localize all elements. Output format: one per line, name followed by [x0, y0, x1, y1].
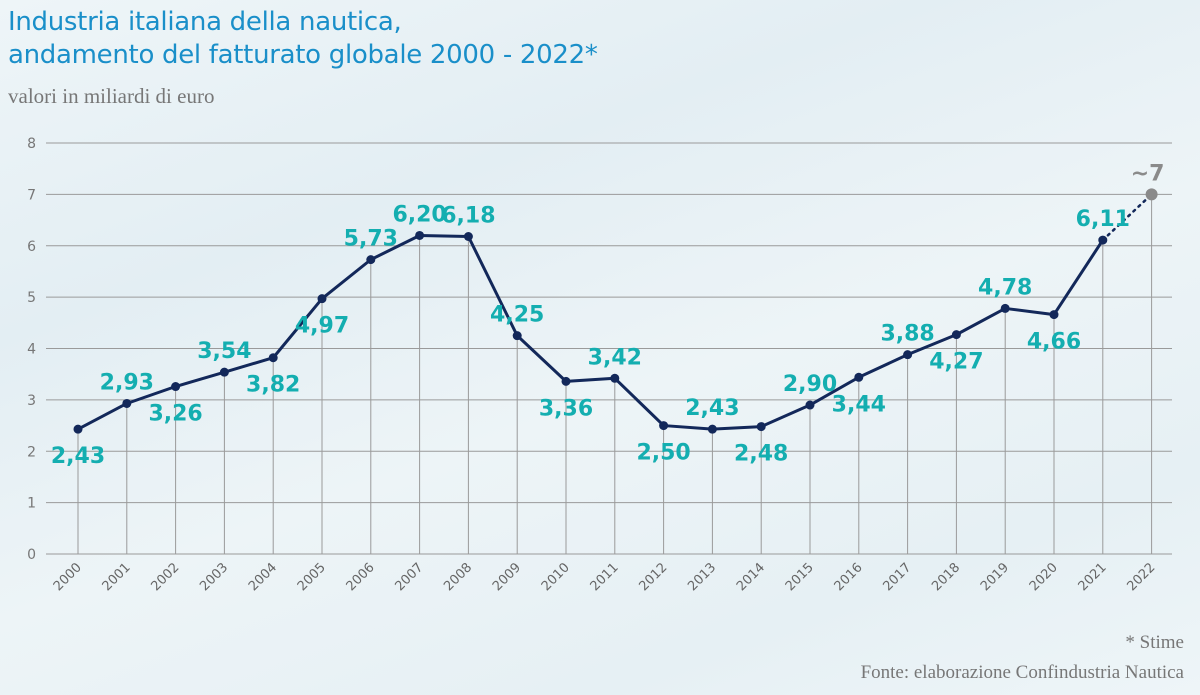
x-tick-label: 2015: [783, 560, 817, 594]
x-tick-label: 2017: [880, 560, 914, 594]
y-tick-label: 0: [27, 547, 36, 563]
x-tick-label: 2014: [734, 560, 768, 594]
data-label-2021: 6,11: [1076, 207, 1130, 232]
x-tick-label: 2010: [539, 560, 573, 594]
y-axis-tick-labels: 0 1 2 3 4 5 6 7 8: [27, 136, 36, 563]
data-labels: 2,43 2,93 3,26 3,54 3,82 4,97 5,736,206,18 4,25…: [51, 161, 1165, 469]
data-points: [73, 188, 1158, 434]
y-tick-label: 2: [27, 444, 36, 460]
x-tick-label: 2009: [490, 560, 524, 594]
x-tick-label: 2022: [1124, 560, 1158, 594]
data-label-2011: 3,42: [588, 345, 642, 370]
x-tick-label: 2021: [1076, 560, 1110, 594]
data-label-2003: 3,54: [197, 339, 251, 364]
x-tick-label: 2020: [1027, 560, 1061, 594]
x-tick-label: 2008: [441, 560, 475, 594]
x-tick-label: 2012: [636, 560, 670, 594]
y-tick-label: 8: [27, 136, 36, 152]
data-point-2008: [463, 232, 473, 242]
data-label-2007: 6,20: [392, 202, 446, 227]
y-tick-label: 4: [27, 342, 36, 358]
data-label-2002: 3,26: [148, 402, 202, 427]
x-tick-label: 2013: [685, 560, 719, 594]
data-label-2017: 3,88: [880, 322, 934, 347]
horizontal-gridlines: [46, 142, 1172, 555]
x-tick-label: 2003: [197, 560, 231, 594]
data-point-2017: [903, 350, 913, 360]
data-point-2016: [854, 372, 864, 382]
data-label-2014: 2,48: [734, 442, 788, 467]
data-point-2019: [1000, 303, 1010, 313]
x-tick-label: 2019: [978, 560, 1012, 594]
data-point-2005: [317, 294, 327, 304]
y-tick-label: 6: [27, 239, 36, 255]
data-point-2011: [610, 373, 620, 383]
data-point-2009: [512, 331, 522, 341]
source-note: Fonte: elaborazione Confindustria Nautic…: [860, 662, 1184, 683]
data-point-2018: [951, 330, 961, 340]
series-line: [77, 233, 1105, 431]
x-tick-label: 2005: [295, 560, 329, 594]
data-label-2000: 2,43: [51, 444, 105, 469]
data-point-2013: [707, 424, 717, 434]
data-point-2003: [219, 367, 229, 377]
data-point-2002: [171, 382, 181, 392]
data-point-2010: [561, 376, 571, 386]
data-point-2021: [1098, 235, 1108, 245]
x-tick-label: 2018: [929, 560, 963, 594]
data-label-2022: ~7: [1131, 161, 1165, 186]
x-tick-label: 2001: [100, 560, 134, 594]
data-point-2004: [268, 353, 278, 363]
x-tick-label: 2006: [344, 560, 378, 594]
vertical-gridlines: [77, 194, 1153, 554]
estimate-footnote: * Stime: [1125, 632, 1184, 653]
x-tick-label: 2000: [51, 560, 85, 594]
y-tick-label: 7: [27, 187, 36, 203]
data-label-2010: 3,36: [539, 396, 593, 421]
y-tick-label: 5: [27, 290, 36, 306]
x-axis-tick-labels: 2000 2001 2002 2003 2004 2005 2006 2007 2008 2009…: [51, 560, 1159, 594]
data-point-2006: [366, 255, 376, 265]
y-tick-label: 1: [27, 496, 36, 512]
data-point-2000: [73, 424, 83, 434]
data-label-2009: 4,25: [490, 303, 544, 328]
data-label-2008: 6,18: [441, 204, 495, 229]
data-point-2014: [756, 422, 766, 432]
data-label-2019: 4,78: [978, 275, 1032, 300]
data-point-2001: [122, 398, 132, 408]
data-label-2005: 4,97: [295, 314, 349, 339]
data-label-2020: 4,66: [1027, 330, 1081, 355]
x-tick-label: 2004: [246, 560, 280, 594]
chart-title: Industria italiana della nautica, andame…: [8, 6, 598, 72]
chart-title-line-1: Industria italiana della nautica,: [8, 7, 402, 37]
data-label-2012: 2,50: [636, 441, 690, 466]
data-point-2007: [415, 230, 425, 240]
data-point-2020: [1049, 310, 1059, 320]
data-label-2016: 3,44: [832, 392, 886, 417]
data-label-2004: 3,82: [246, 373, 300, 398]
series-lines: [77, 193, 1153, 431]
x-tick-label: 2016: [832, 560, 866, 594]
y-tick-label: 3: [27, 393, 36, 409]
estimate-dotted-line: [1101, 193, 1153, 242]
x-tick-label: 2011: [588, 560, 622, 594]
data-point-2015: [805, 400, 815, 410]
data-label-2015: 2,90: [783, 372, 837, 397]
data-point-2012: [659, 421, 669, 431]
chart-subtitle: valori in miliardi di euro: [8, 84, 215, 108]
chart-title-line-2: andamento del fatturato globale 2000 - 2…: [8, 40, 598, 70]
data-label-2006: 5,73: [344, 227, 398, 252]
x-tick-label: 2002: [148, 560, 182, 594]
data-label-2018: 4,27: [929, 350, 983, 375]
data-label-2001: 2,93: [100, 370, 154, 395]
data-point-2022: [1145, 188, 1158, 201]
x-tick-label: 2007: [392, 560, 426, 594]
data-label-2013: 2,43: [685, 396, 739, 421]
